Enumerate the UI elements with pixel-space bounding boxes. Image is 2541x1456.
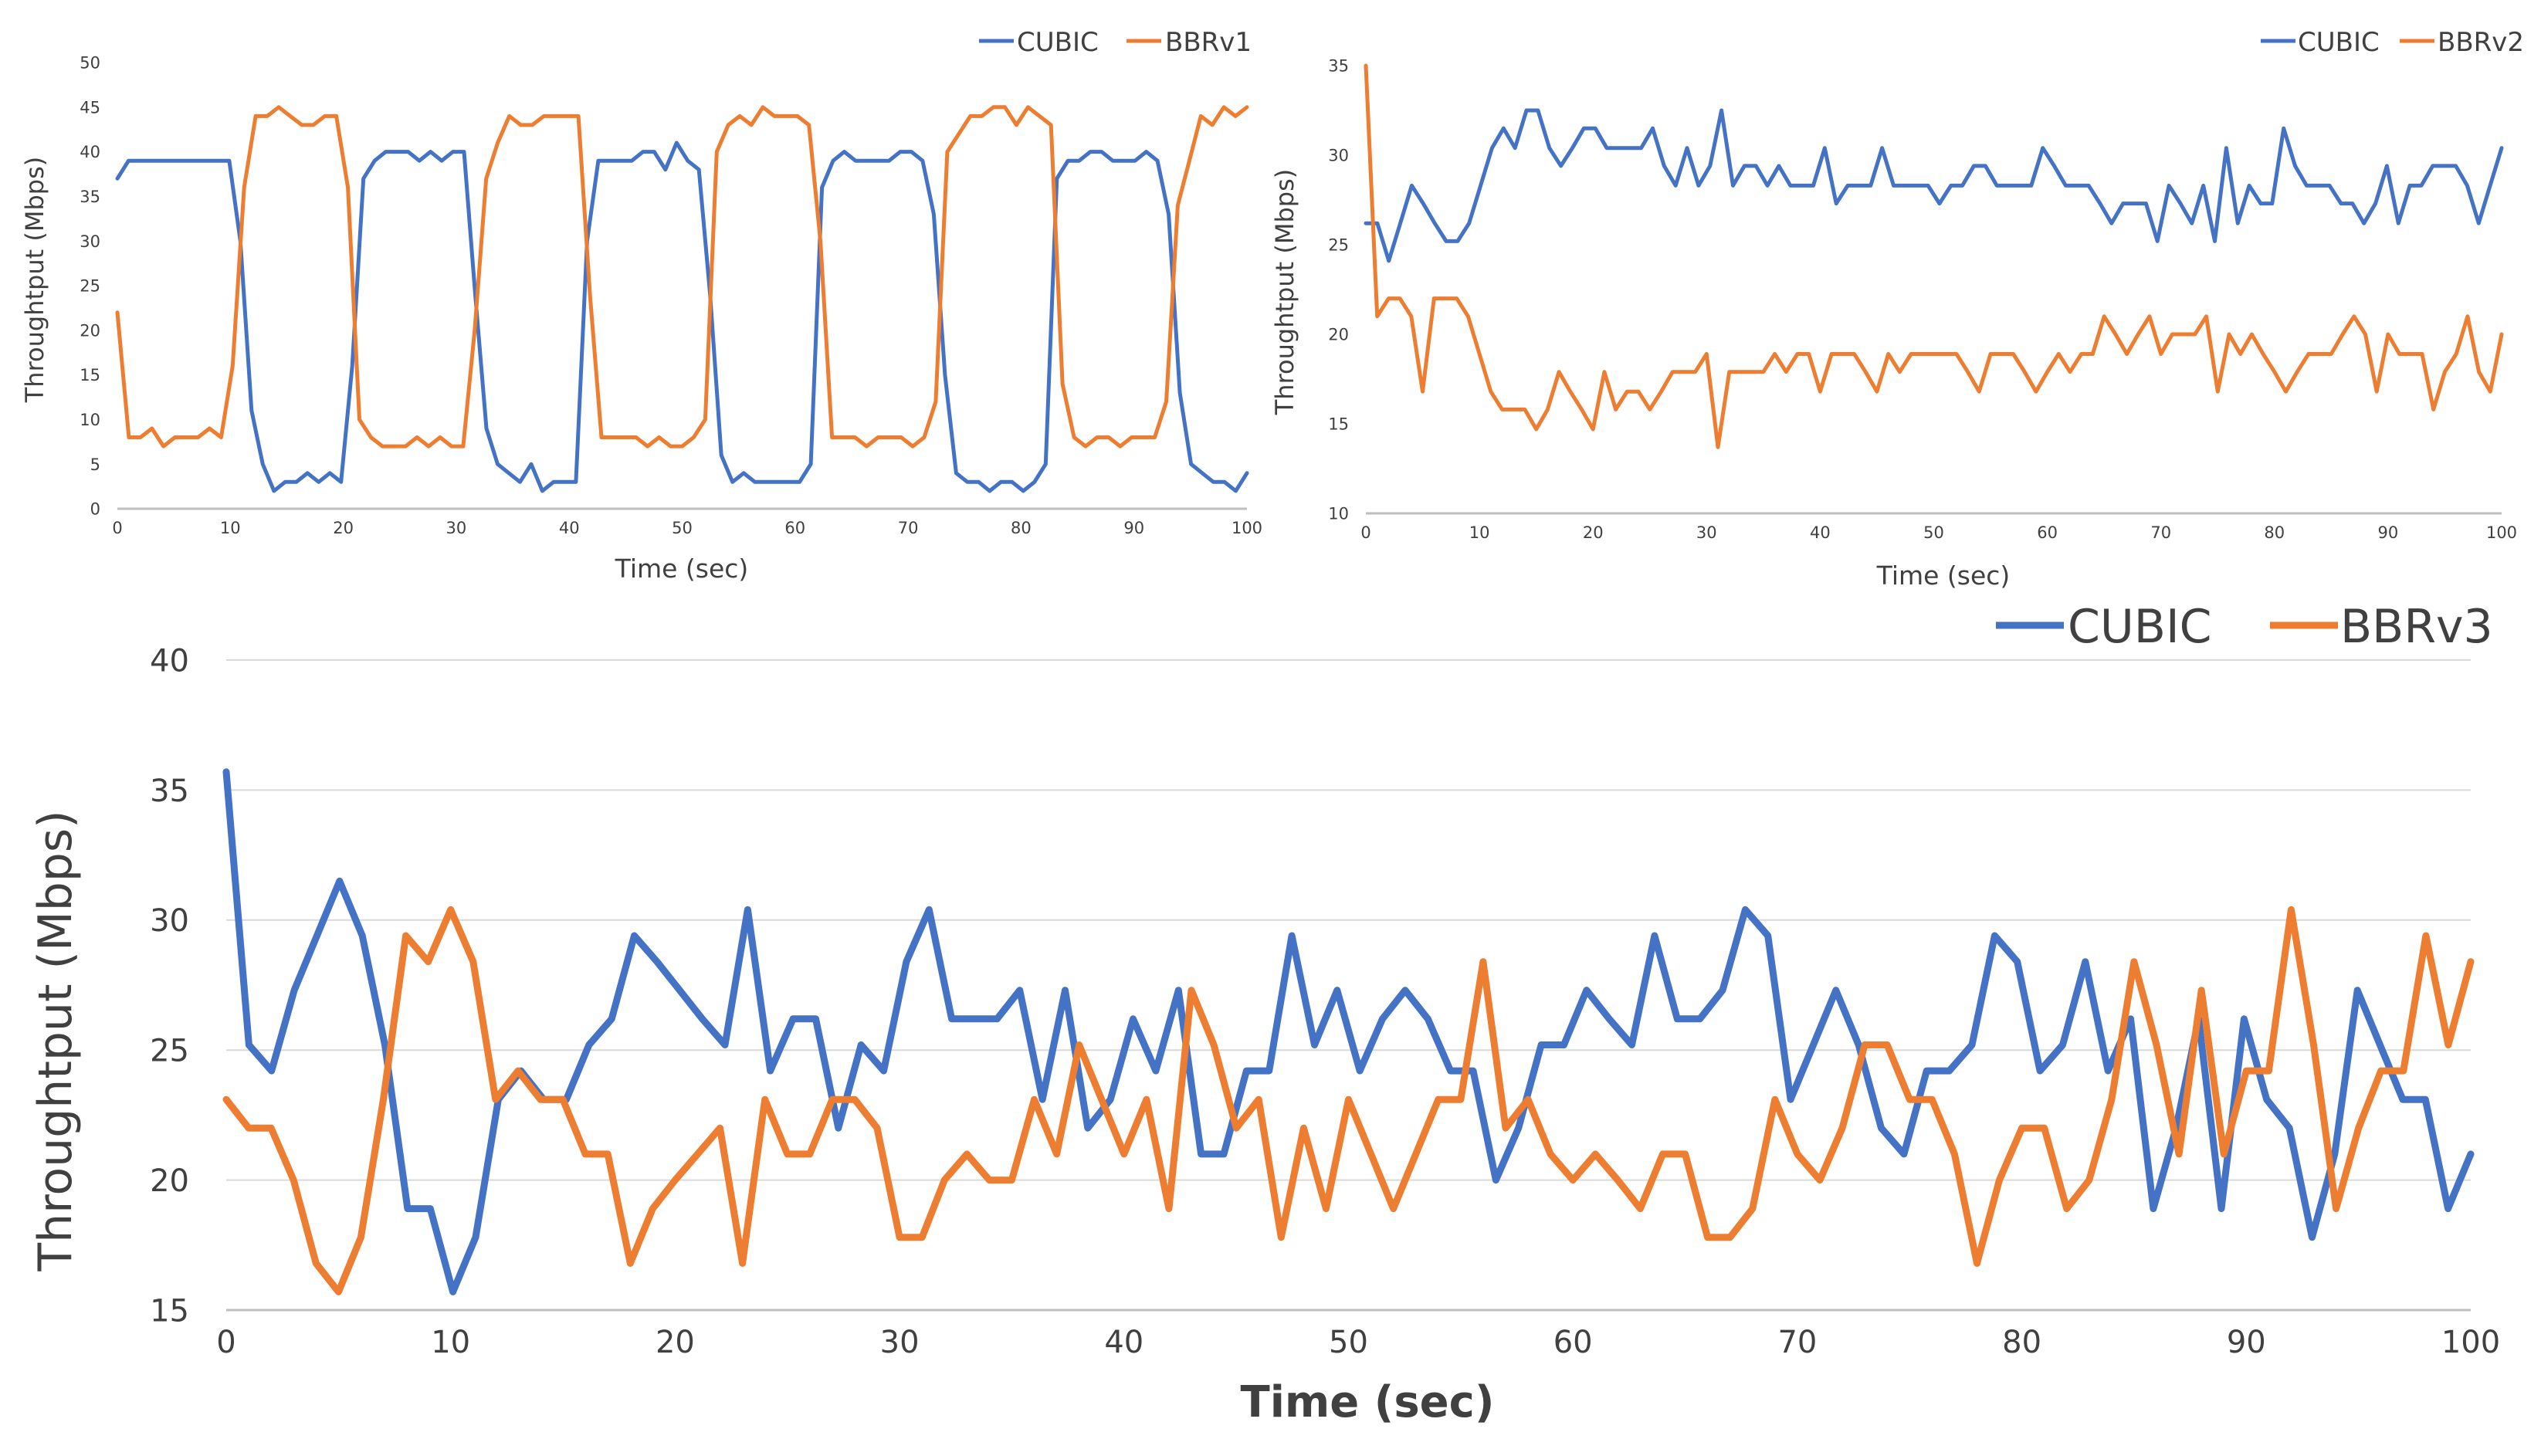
chart2-x-tick-label: 90: [2378, 523, 2399, 542]
chart1-y-tick-label: 45: [80, 98, 100, 117]
chart2-x-tick-label: 30: [1696, 523, 1717, 542]
chart-bbrv3: 15 20 25 30 35 40 0 10 20 30 40 50 60 70 80 90 100 Thro…: [29, 600, 2500, 1427]
chart2-legend: CUBIC BBRv2: [2261, 27, 2524, 58]
chart3-x-tick-label: 80: [2002, 1325, 2041, 1360]
chart1-x-tick-label: 100: [1232, 519, 1262, 537]
chart1-y-tick-label: 10: [80, 411, 100, 429]
chart1-x-tick-label: 10: [220, 519, 241, 537]
chart1-y-tick-label: 30: [80, 232, 100, 251]
chart2-y-tick-label: 35: [1328, 57, 1349, 76]
chart1-x-ticks: 0 10 20 30 40 50 60 70 80 90 100: [112, 519, 1262, 537]
chart2-y-tick-label: 30: [1328, 147, 1349, 165]
chart3-series-cubic: [222, 768, 2475, 1295]
chart1-legend-cubic-label: CUBIC: [1017, 27, 1099, 58]
chart3-x-tick-label: 10: [431, 1325, 470, 1360]
chart2-legend-bbrv2-label: BBRv2: [2438, 27, 2524, 58]
chart2-x-tick-label: 100: [2486, 523, 2517, 542]
chart2-y-tick-label: 25: [1328, 236, 1349, 255]
chart1-y-tick-label: 15: [80, 366, 100, 384]
chart2-ylabel: Throughtput (Mbps): [1270, 169, 1299, 415]
chart2-legend-cubic-label: CUBIC: [2298, 27, 2380, 58]
chart1-y-tick-label: 35: [80, 188, 100, 206]
chart2-series: [1364, 63, 2504, 449]
chart2-x-tick-label: 70: [2150, 523, 2171, 542]
chart1-x-tick-label: 40: [559, 519, 580, 537]
chart1-y-tick-label: 40: [80, 143, 100, 161]
chart3-x-ticks: 0 10 20 30 40 50 60 70 80 90 100: [216, 1325, 2500, 1360]
chart3-legend-bbrv3-label: BBRv3: [2340, 600, 2493, 654]
chart3-ylabel: Throughtput (Mbps): [29, 810, 83, 1271]
chart3-x-tick-label: 20: [656, 1325, 695, 1360]
chart3-x-tick-label: 70: [1777, 1325, 1817, 1360]
chart1-ylabel: Throughtput (Mbps): [20, 157, 49, 403]
chart2-x-tick-label: 20: [1583, 523, 1604, 542]
chart3-x-tick-label: 60: [1553, 1325, 1593, 1360]
chart1-y-tick-label: 5: [90, 455, 100, 474]
chart2-y-tick-label: 20: [1328, 326, 1349, 344]
chart3-x-tick-label: 30: [880, 1325, 920, 1360]
chart3-legend-cubic-label: CUBIC: [2068, 600, 2212, 654]
chart1-x-tick-label: 80: [1011, 519, 1032, 537]
chart-bbrv1: 0 5 10 15 20 25 30 35 40 45 50 0 10 20 30 40 50 60 70 80 90…: [20, 27, 1262, 584]
chart3-xlabel: Time (sec): [1241, 1377, 1495, 1427]
chart3-y-ticks: 15 20 25 30 35 40: [150, 643, 2471, 1329]
chart2-x-tick-label: 60: [2037, 523, 2058, 542]
chart3-legend: CUBIC BBRv3: [1996, 600, 2493, 654]
chart3-x-tick-label: 0: [216, 1325, 235, 1360]
chart1-series: [115, 105, 1249, 493]
chart1-x-tick-label: 50: [672, 519, 693, 537]
chart2-x-ticks: 0 10 20 30 40 50 60 70 80 90 100: [1360, 523, 2517, 542]
chart1-x-tick-label: 30: [446, 519, 467, 537]
chart2-y-tick-label: 10: [1328, 505, 1349, 523]
chart1-series-bbrv1: [115, 105, 1249, 449]
chart3-y-tick-label: 20: [150, 1163, 189, 1199]
chart3-series-bbrv3: [222, 906, 2475, 1295]
chart2-series-cubic: [1364, 108, 2504, 263]
chart1-y-tick-label: 20: [80, 321, 100, 340]
chart3-series: [222, 768, 2475, 1295]
chart1-y-tick-label: 0: [90, 500, 100, 519]
chart2-x-tick-label: 50: [1923, 523, 1944, 542]
chart-bbrv2: 10 15 20 25 30 35 0 10 20 30 40 50 60 70 80 90 100 Thro…: [1270, 27, 2524, 591]
chart3-y-tick-label: 40: [150, 643, 189, 679]
chart1-x-tick-label: 90: [1123, 519, 1144, 537]
chart3-y-tick-label: 15: [150, 1293, 189, 1329]
chart1-legend: CUBIC BBRv1: [979, 27, 1252, 58]
chart2-y-ticks: 10 15 20 25 30 35: [1328, 57, 1349, 523]
chart3-y-tick-label: 35: [150, 774, 189, 809]
chart1-y-tick-label: 50: [80, 54, 100, 73]
chart3-x-tick-label: 100: [2441, 1325, 2500, 1360]
chart1-y-tick-label: 25: [80, 277, 100, 296]
chart1-y-ticks: 0 5 10 15 20 25 30 35 40 45 50: [80, 54, 100, 519]
chart3-x-tick-label: 90: [2227, 1325, 2266, 1360]
chart2-x-tick-label: 10: [1469, 523, 1490, 542]
chart1-x-tick-label: 70: [898, 519, 919, 537]
chart1-series-cubic: [115, 141, 1249, 493]
chart3-y-tick-label: 30: [150, 903, 189, 939]
chart2-y-tick-label: 15: [1328, 415, 1349, 434]
chart2-series-bbrv2: [1364, 63, 2504, 449]
chart3-y-tick-label: 25: [150, 1034, 189, 1069]
chart1-xlabel: Time (sec): [615, 554, 749, 584]
chart1-x-tick-label: 60: [784, 519, 805, 537]
chart2-x-tick-label: 80: [2264, 523, 2285, 542]
chart2-xlabel: Time (sec): [1876, 560, 2011, 591]
chart3-x-tick-label: 50: [1329, 1325, 1368, 1360]
chart3-x-tick-label: 40: [1104, 1325, 1143, 1360]
chart2-x-tick-label: 0: [1360, 523, 1370, 542]
chart1-x-tick-label: 0: [112, 519, 122, 537]
chart1-x-tick-label: 20: [333, 519, 354, 537]
chart1-legend-bbrv1-label: BBRv1: [1165, 27, 1252, 58]
chart2-x-tick-label: 40: [1810, 523, 1831, 542]
